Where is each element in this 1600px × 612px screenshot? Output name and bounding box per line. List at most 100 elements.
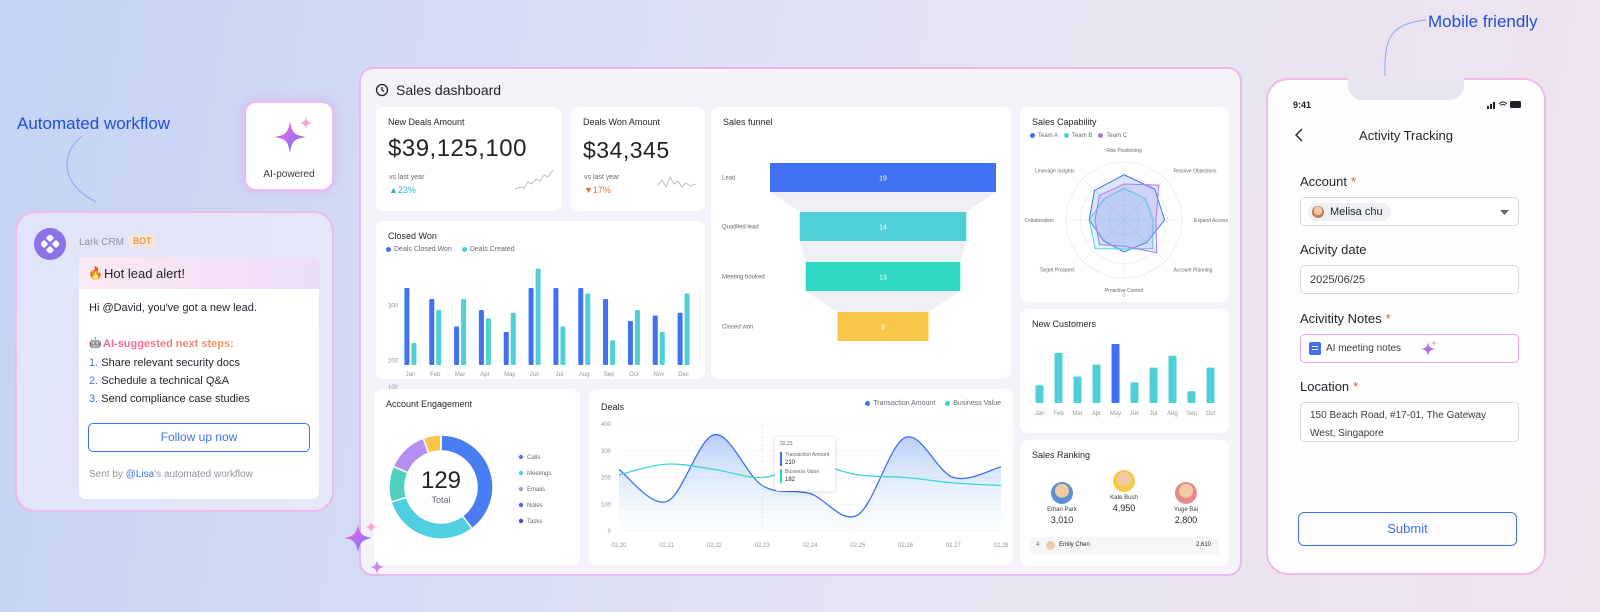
x-tick-label: Aug <box>1167 411 1178 417</box>
bar <box>553 288 559 365</box>
sales-capability-card[interactable]: Sales Capability Team A Team B Team C Ri… <box>1020 107 1229 302</box>
legend-item[interactable]: Transaction Amount <box>865 400 935 407</box>
bar <box>578 288 584 365</box>
legend-item[interactable]: Business Value <box>945 400 1001 407</box>
x-tick-label: May <box>504 372 515 378</box>
bot-tag: BOT <box>129 235 156 247</box>
funnel-stage-label: Meeting booked <box>722 275 765 281</box>
radar-axis-label: Risk Positioning <box>1106 148 1142 154</box>
back-chevron-icon[interactable] <box>1294 128 1304 142</box>
ai-powered-label: AI-powered <box>263 169 315 180</box>
mobile-friendly-callout: Mobile friendly <box>1428 12 1538 31</box>
step-item: 2. Schedule a technical Q&A <box>89 375 229 387</box>
ai-sparkle-icon[interactable] <box>1421 340 1437 356</box>
legend-item[interactable]: Team A <box>1030 133 1058 139</box>
lark-logo-icon <box>41 235 59 253</box>
deals-card[interactable]: Deals Transaction Amount Business Value … <box>589 389 1013 565</box>
fire-icon: 🔥 <box>88 266 103 280</box>
sales-ranking-card[interactable]: Sales Ranking Ethan Park 3,010 Kate Bush… <box>1020 440 1229 566</box>
step-text: Share relevant security docs <box>101 357 241 369</box>
funnel-value: 14 <box>879 225 887 232</box>
sales-funnel-card[interactable]: Sales funnel 19 Lead 14 Qualified lead 13 Mee… <box>711 107 1011 379</box>
x-tick-label: 02.24 <box>802 543 818 549</box>
step-number: 1. <box>89 357 99 369</box>
bar <box>652 315 658 365</box>
notes-field[interactable]: AI meeting notes <box>1300 334 1519 363</box>
deals-won-card[interactable]: Deals Won Amount $34,345 vs last year ▼1… <box>571 107 705 211</box>
bar <box>485 318 491 365</box>
card-title: New Customers <box>1032 319 1097 329</box>
funnel-connector <box>770 192 996 212</box>
tooltip-date: 02.23 <box>780 441 793 447</box>
funnel-bar <box>837 312 929 341</box>
chart-legend: Team A Team B Team C <box>1030 133 1127 139</box>
ranking-person[interactable]: Ethan Park 3,010 <box>1040 482 1084 525</box>
x-tick-label: Jan <box>406 372 416 378</box>
footer-user-link[interactable]: @Lisa <box>125 469 155 480</box>
change-up: ▲23% <box>389 185 416 195</box>
document-icon <box>1309 342 1321 355</box>
change-value: 23% <box>397 185 416 195</box>
location-field[interactable]: 150 Beach Road, #17-01, The Gateway West… <box>1300 402 1519 442</box>
closed-won-card[interactable]: Closed Won Deals Closed Won Deals Create… <box>376 221 705 389</box>
account-select[interactable]: Melisa chu <box>1300 197 1519 226</box>
bot-message-panel: Lark CRM BOT 🔥 Hot lead alert! Hi @David… <box>15 211 334 512</box>
bar <box>1187 391 1196 403</box>
x-tick-label: Mar <box>455 372 465 378</box>
radar-series-area <box>1088 187 1154 250</box>
bar <box>1130 382 1139 403</box>
new-deals-card[interactable]: New Deals Amount $39,125,100 vs last yea… <box>376 107 562 211</box>
card-title: Account Engagement <box>386 399 473 409</box>
radar-axis-label: Collaboration <box>1025 218 1055 224</box>
bar <box>429 299 435 365</box>
step-text: Send compliance case studies <box>101 393 250 405</box>
x-tick-label: Feb <box>430 372 441 378</box>
x-tick-label: Feb <box>1053 411 1064 417</box>
bar <box>627 321 633 365</box>
card-title: Sales Capability <box>1032 117 1097 127</box>
ranking-person[interactable]: Yuge Bai 2,800 <box>1164 482 1208 525</box>
funnel-value: 19 <box>879 176 887 183</box>
legend-dot <box>518 518 524 524</box>
legend-item[interactable]: Deals Closed Won <box>386 246 452 253</box>
account-chip[interactable]: Melisa chu <box>1308 203 1391 221</box>
chart-tooltip: 02.23 Transaction Amount 210 Business Val… <box>775 437 835 491</box>
x-tick-label: Jun <box>530 372 540 378</box>
y-tick-label: 300 <box>388 304 399 310</box>
chart-legend: Deals Closed Won Deals Created <box>386 246 515 253</box>
date-field[interactable]: 2025/06/25 <box>1300 265 1519 294</box>
follow-up-button[interactable]: Follow up now <box>88 423 310 452</box>
bar <box>1168 355 1177 403</box>
step-item: 1. Share relevant security docs <box>89 357 240 369</box>
legend-item[interactable]: Team C <box>1098 133 1127 139</box>
engagement-donut-chart: Calls Meetings Emails Notes Tasks <box>388 434 551 540</box>
legend-item[interactable]: Deals Created <box>461 246 515 253</box>
legend-item[interactable]: Team B <box>1064 133 1092 139</box>
legend-label: Business Value <box>953 400 1001 407</box>
new-customers-card[interactable]: New Customers Jan Feb Mar Apr May Jun Jul Aug Se… <box>1020 309 1229 433</box>
ranking-row[interactable]: 4 Emily Chen 2,610 <box>1030 537 1219 555</box>
person-value: 4,950 <box>1112 503 1136 513</box>
submit-button[interactable]: Submit <box>1298 512 1517 546</box>
notes-value: AI meeting notes <box>1326 343 1402 354</box>
x-tick-label: 02.27 <box>946 543 962 549</box>
account-label: Account * <box>1300 174 1356 189</box>
bar <box>510 312 516 365</box>
person-value: 2,800 <box>1174 515 1198 525</box>
status-icons <box>1487 101 1521 109</box>
new-deals-value: $39,125,100 <box>388 135 527 162</box>
chevron-down-icon[interactable] <box>1500 210 1509 216</box>
sales-funnel-chart: 19 Lead 14 Qualified lead 13 Meeting booked 9 C… <box>722 163 996 341</box>
account-engagement-card[interactable]: Account Engagement Calls Meetings Emails No… <box>374 389 580 565</box>
location-label: Location * <box>1300 379 1358 394</box>
sales-capability-radar: Risk Positioning Resolve Objections Expand… <box>1025 148 1229 299</box>
required-asterisk: * <box>1350 174 1357 189</box>
bar <box>1149 367 1158 403</box>
legend-dot <box>518 454 524 460</box>
legend-label: Team B <box>1072 133 1093 140</box>
sent-by-footer: Sent by @Lisa's automated workflow <box>89 469 253 480</box>
ranking-person[interactable]: Kate Bush 4,950 <box>1102 470 1146 513</box>
bar <box>603 299 609 365</box>
y-tick-label: 0 <box>608 529 612 535</box>
change-down: ▼17% <box>584 185 611 195</box>
